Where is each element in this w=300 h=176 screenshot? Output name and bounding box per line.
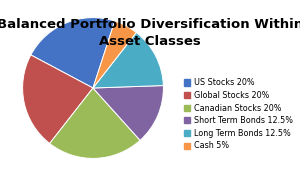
Wedge shape: [50, 88, 140, 158]
Wedge shape: [93, 21, 136, 88]
Wedge shape: [93, 33, 164, 88]
Wedge shape: [93, 86, 164, 140]
Legend: US Stocks 20%, Global Stocks 20%, Canadian Stocks 20%, Short Term Bonds 12.5%, L: US Stocks 20%, Global Stocks 20%, Canadi…: [184, 78, 293, 150]
Wedge shape: [22, 55, 93, 143]
Text: Balanced Portfolio Diversification Within
Asset Classes: Balanced Portfolio Diversification Withi…: [0, 18, 300, 48]
Wedge shape: [31, 18, 115, 88]
